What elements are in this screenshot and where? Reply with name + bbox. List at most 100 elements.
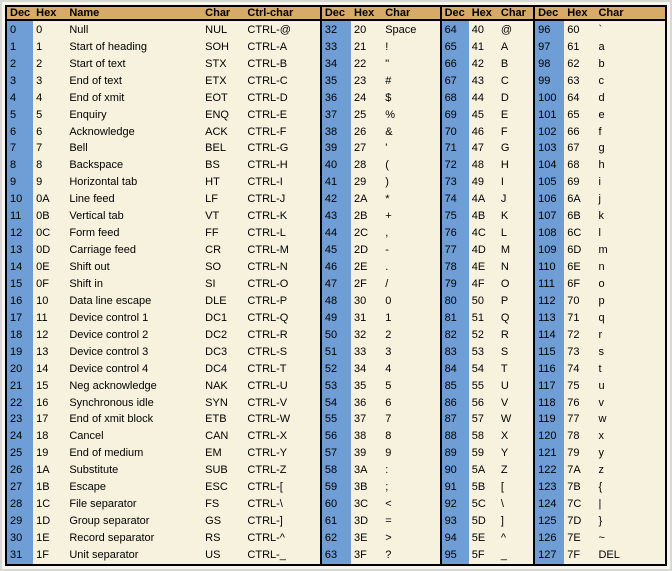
cell-ctrl-char: CTRL-Y	[244, 444, 321, 462]
cell-name: End of xmit	[66, 89, 203, 107]
cell-dec: 108	[533, 224, 565, 242]
cell-dec: 102	[533, 123, 565, 141]
cell-dec: 26	[6, 461, 34, 479]
cell-char: "	[382, 55, 441, 73]
cell-ctrl-char: CTRL-T	[244, 360, 321, 378]
table-row: 30 1E Record separator RS CTRL-^ 62 3E >94 5E ^ 12…	[6, 529, 666, 547]
ascii-table: Dec Hex Name Char Ctrl-char Dec Hex Char Dec Hex C…	[5, 5, 667, 566]
cell-name: File separator	[66, 495, 203, 513]
cell-dec: 1	[6, 38, 34, 56]
cell-char: y	[595, 444, 666, 462]
cell-hex: 16	[33, 394, 67, 412]
cell-hex: 2B	[351, 207, 383, 225]
header-char: Char	[497, 6, 535, 22]
header-name: Name	[66, 6, 203, 22]
cell-hex: 1C	[33, 495, 67, 513]
cell-char: A	[497, 38, 535, 56]
cell-hex: 7F	[564, 546, 596, 565]
cell-dec: 53	[319, 377, 352, 395]
cell-dec: 51	[319, 343, 352, 361]
cell-dec: 85	[439, 377, 469, 395]
cell-char: R	[497, 326, 535, 344]
cell-hex: 17	[33, 411, 67, 428]
cell-hex: 70	[564, 292, 596, 310]
cell-hex: 36	[351, 394, 383, 412]
cell-ctrl-char: CTRL-H	[244, 156, 321, 174]
cell-char: _	[497, 546, 535, 565]
cell-hex: 6	[33, 123, 67, 141]
cell-char: \	[497, 495, 535, 513]
cell-dec: 23	[6, 411, 34, 428]
cell-hex: 18	[33, 427, 67, 445]
cell-name: End of medium	[66, 444, 203, 462]
cell-hex: 57	[468, 411, 498, 428]
cell-name: End of text	[66, 72, 203, 90]
cell-hex: 1E	[33, 529, 67, 547]
cell-hex: 2C	[351, 224, 383, 242]
cell-hex: 0	[33, 20, 67, 39]
cell-hex: 9	[33, 173, 67, 191]
cell-char: E	[497, 106, 535, 124]
cell-dec: 36	[319, 89, 352, 107]
cell-dec: 92	[439, 495, 469, 513]
table-row: 28 1C File separator FS CTRL-\ 60 3C <92 5C \ 124 7…	[6, 495, 666, 513]
cell-char: 5	[382, 377, 441, 395]
cell-dec: 25	[6, 444, 34, 462]
cell-hex: 42	[468, 55, 498, 73]
cell-char: ESC	[202, 478, 245, 496]
cell-name: Carriage feed	[66, 241, 203, 259]
cell-hex: 14	[33, 360, 67, 378]
cell-hex: 3	[33, 72, 67, 90]
cell-name: Group separator	[66, 512, 203, 530]
cell-dec: 6	[6, 123, 34, 141]
cell-dec: 72	[439, 156, 469, 174]
cell-hex: 21	[351, 38, 383, 56]
cell-name: Vertical tab	[66, 207, 203, 225]
cell-hex: 41	[468, 38, 498, 56]
cell-char: ETX	[202, 72, 245, 90]
cell-char: .	[382, 258, 441, 276]
cell-hex: 2D	[351, 241, 383, 259]
cell-dec: 38	[319, 123, 352, 141]
cell-ctrl-char: CTRL-_	[244, 546, 321, 565]
cell-dec: 31	[6, 546, 34, 565]
cell-dec: 43	[319, 207, 352, 225]
cell-hex: 5B	[468, 478, 498, 496]
cell-hex: 1A	[33, 461, 67, 479]
cell-dec: 7	[6, 140, 34, 157]
cell-hex: 31	[351, 309, 383, 327]
cell-name: Start of text	[66, 55, 203, 73]
cell-dec: 17	[6, 309, 34, 327]
cell-dec: 111	[533, 275, 565, 293]
cell-dec: 87	[439, 411, 469, 428]
cell-char: ]	[497, 512, 535, 530]
cell-hex: 8	[33, 156, 67, 174]
cell-char: O	[497, 275, 535, 293]
cell-hex: 0E	[33, 258, 67, 276]
cell-hex: 1F	[33, 546, 67, 565]
cell-char: q	[595, 309, 666, 327]
cell-dec: 39	[319, 140, 352, 157]
cell-char: G	[497, 140, 535, 157]
cell-dec: 28	[6, 495, 34, 513]
cell-char: [	[497, 478, 535, 496]
cell-char: c	[595, 72, 666, 90]
cell-char: STX	[202, 55, 245, 73]
cell-char: US	[202, 546, 245, 565]
cell-name: Null	[66, 20, 203, 39]
cell-dec: 3	[6, 72, 34, 90]
table-row: 1 1 Start of heading SOH CTRL-A 33 21! 65 41 A 97 6…	[6, 38, 666, 56]
cell-name: Substitute	[66, 461, 203, 479]
table-row: 29 1D Group separator GS CTRL-] 61 3D = 93 5D] 125…	[6, 512, 666, 530]
table-row: 20 14 Device control 4 DC4 CTRL-T 52 34 4 84 54 T 1…	[6, 360, 666, 378]
cell-ctrl-char: CTRL-K	[244, 207, 321, 225]
cell-dec: 37	[319, 106, 352, 124]
cell-hex: 3C	[351, 495, 383, 513]
cell-dec: 68	[439, 89, 469, 107]
cell-char: $	[382, 89, 441, 107]
cell-dec: 94	[439, 529, 469, 547]
cell-dec: 80	[439, 292, 469, 310]
cell-dec: 78	[439, 258, 469, 276]
cell-char: `	[595, 20, 666, 39]
cell-hex: 54	[468, 360, 498, 378]
